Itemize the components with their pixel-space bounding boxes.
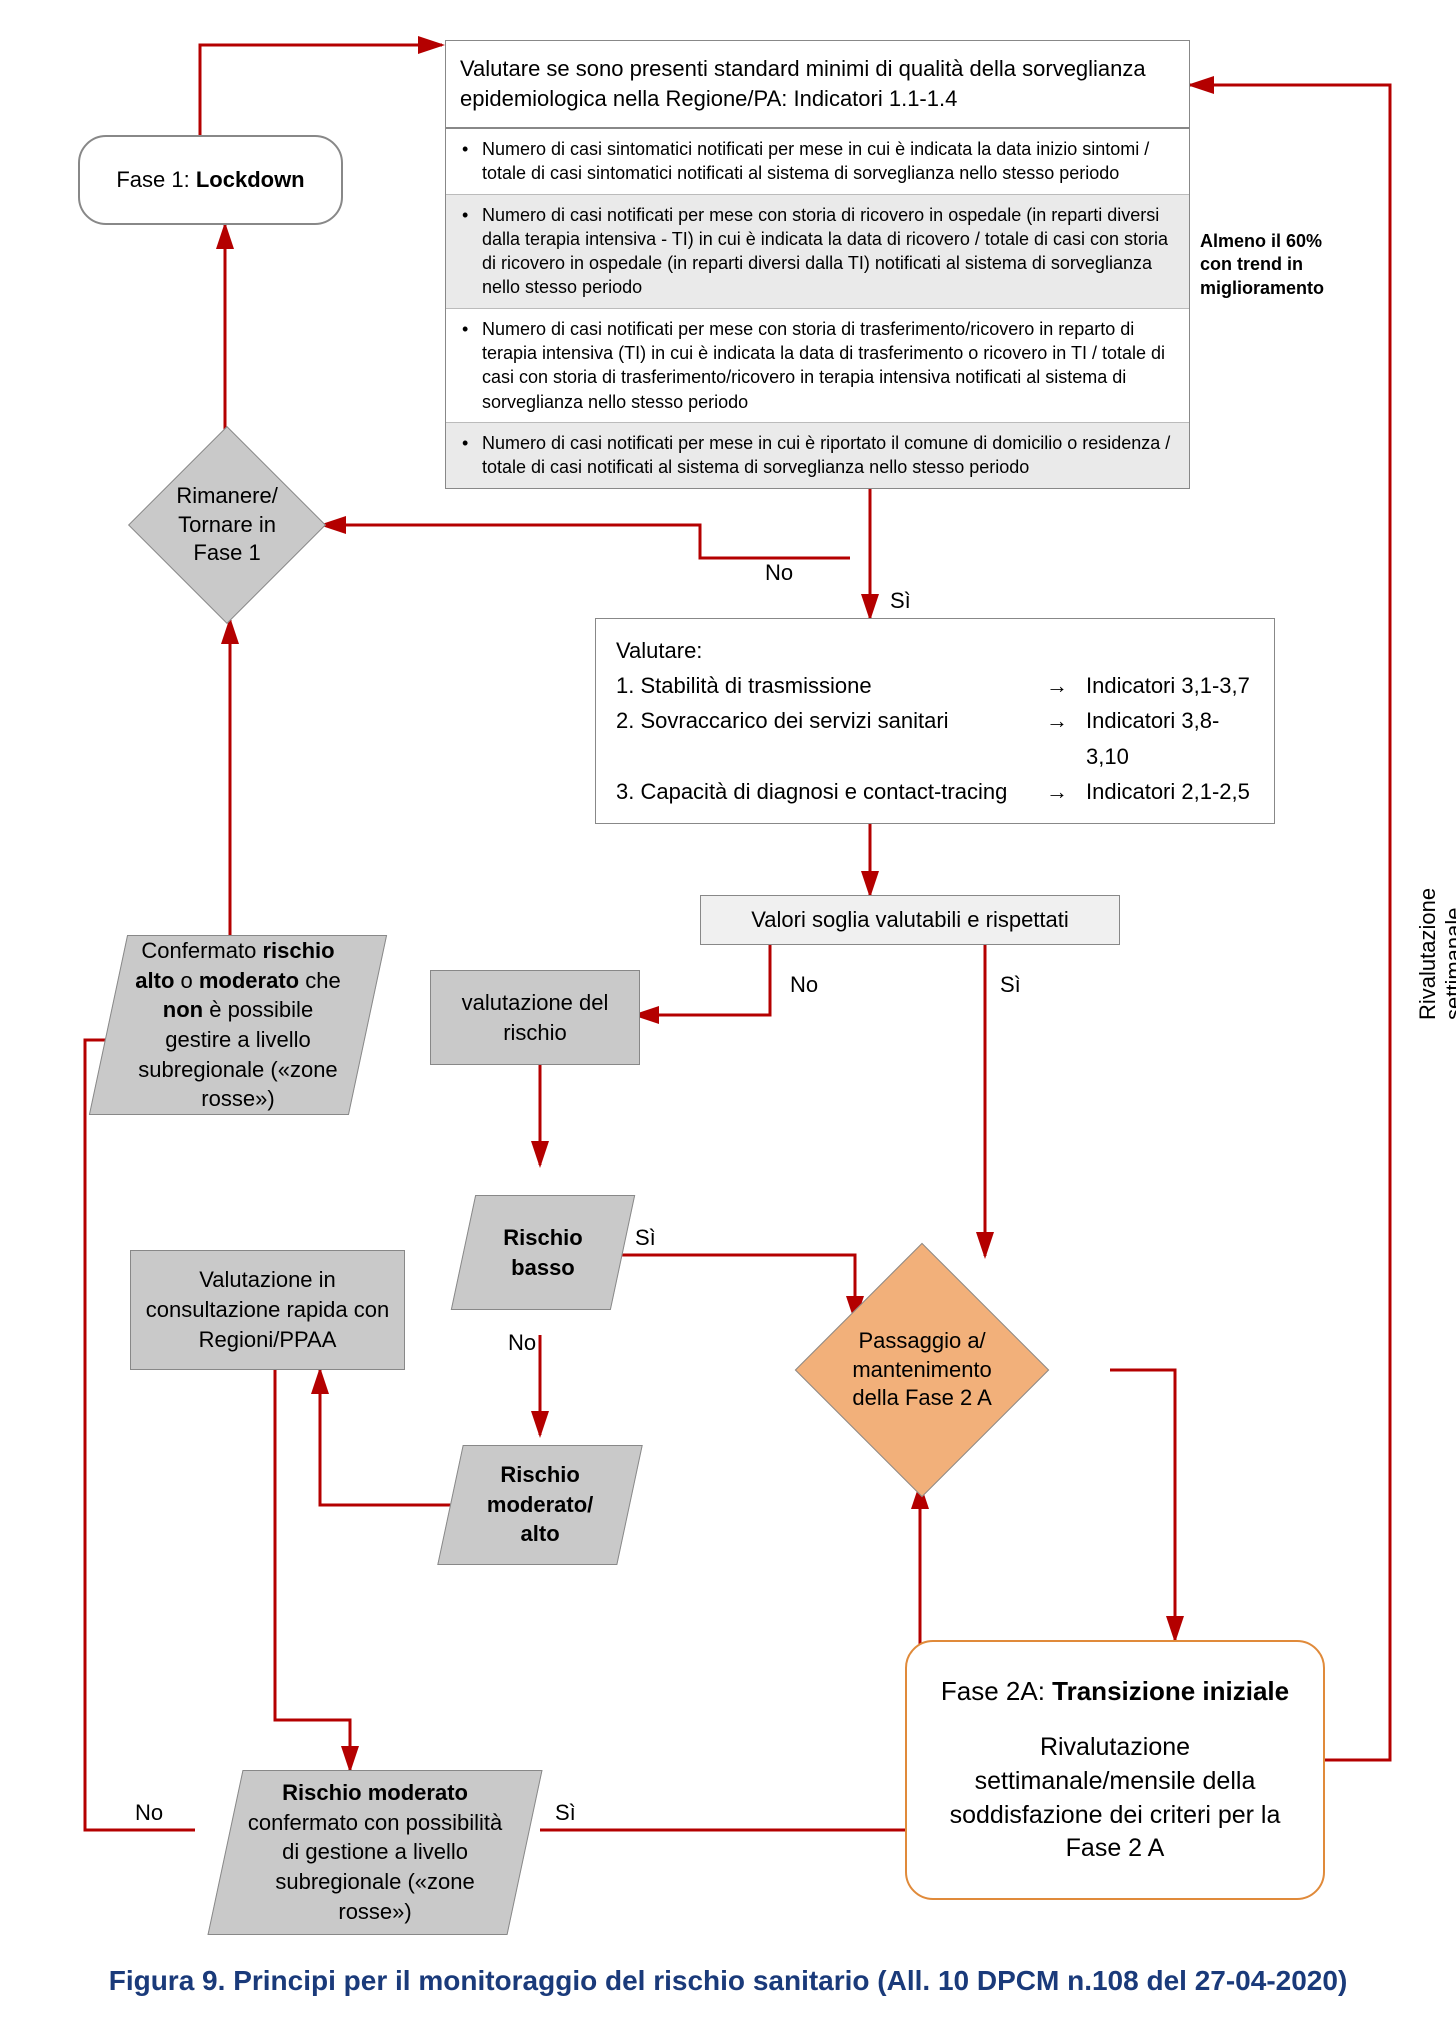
diamond-fase2a-text: Passaggio a/ mantenimento della Fase 2 A xyxy=(833,1327,1011,1413)
label-si-2: Sì xyxy=(1000,972,1021,998)
bullet-text: Numero di casi sintomatici notificati pe… xyxy=(482,137,1177,186)
valutare-l: 2. Sovraccarico dei servizi sanitari xyxy=(616,703,1046,773)
cra-t: Confermato xyxy=(141,938,262,963)
figure-caption: Figura 9. Principi per il monitoraggio d… xyxy=(0,1965,1456,1997)
side-note: Almeno il 60% con trend in miglioramento xyxy=(1200,230,1350,300)
valutare-r: Indicatori 2,1-2,5 xyxy=(1086,774,1250,809)
valutare-r: Indicatori 3,8-3,10 xyxy=(1086,703,1254,773)
valutare-r: Indicatori 3,1-3,7 xyxy=(1086,668,1250,703)
label-no-4: No xyxy=(135,1800,163,1826)
bullet-table: Numero di casi sintomatici notificati pe… xyxy=(445,128,1190,489)
bullet-row: Numero di casi notificati per mese con s… xyxy=(446,194,1189,308)
label-si-4: Sì xyxy=(555,1800,576,1826)
diamond-fase1-text: Rimanere/ Tornare in Fase 1 xyxy=(158,482,296,568)
consultazione-rapida: Valutazione in consultazione rapida con … xyxy=(130,1250,405,1370)
fase1-box: Fase 1: Lockdown xyxy=(78,135,343,225)
rischio-basso-text: Rischio basso xyxy=(503,1225,582,1280)
label-si-1: Sì xyxy=(890,588,911,614)
bullet-row: Numero di casi sintomatici notificati pe… xyxy=(446,129,1189,194)
valutare-box: Valutare: 1. Stabilità di trasmissione →… xyxy=(595,618,1275,824)
confermato-rischio-alto: Confermato rischio alto o moderato che n… xyxy=(89,935,387,1115)
rischio-moderato-conf: Rischio moderato confermato con possibil… xyxy=(207,1770,542,1935)
label-no-2: No xyxy=(790,972,818,998)
fase2a-desc: Rivalutazione settimanale/mensile della … xyxy=(933,1731,1297,1866)
bullet-text: Numero di casi notificati per mese con s… xyxy=(482,203,1177,300)
valutare-title: Valutare: xyxy=(616,633,1254,668)
eval-header: Valutare se sono presenti standard minim… xyxy=(445,40,1190,128)
label-no-3: No xyxy=(508,1330,536,1356)
valutare-row: 2. Sovraccarico dei servizi sanitari → I… xyxy=(616,703,1254,773)
cra-t: che xyxy=(299,968,341,993)
bullet-row: Numero di casi notificati per mese in cu… xyxy=(446,422,1189,488)
arrow-icon: → xyxy=(1046,668,1086,703)
bullet-row: Numero di casi notificati per mese con s… xyxy=(446,308,1189,422)
fase1-bold: Lockdown xyxy=(196,167,305,192)
arrow-icon: → xyxy=(1046,774,1086,809)
diamond-fase2a: Passaggio a/ mantenimento della Fase 2 A xyxy=(795,1243,1050,1498)
valutare-l: 1. Stabilità di trasmissione xyxy=(616,668,1046,703)
diamond-fase1: Rimanere/ Tornare in Fase 1 xyxy=(128,426,326,624)
bullet-text: Numero di casi notificati per mese in cu… xyxy=(482,431,1177,480)
rischio-moderato-alto-text: Rischio moderato/ alto xyxy=(487,1462,593,1546)
cra-b: moderato xyxy=(199,968,299,993)
consultazione-rapida-text: Valutazione in consultazione rapida con … xyxy=(145,1265,390,1354)
bullet-text: Numero di casi notificati per mese con s… xyxy=(482,317,1177,414)
valutazione-rischio-text: valutazione del rischio xyxy=(445,988,625,1047)
rischio-basso: Rischio basso xyxy=(451,1195,635,1310)
valutare-row: 3. Capacità di diagnosi e contact-tracin… xyxy=(616,774,1254,809)
valori-soglia: Valori soglia valutabili e rispettati xyxy=(700,895,1120,945)
arrow-icon: → xyxy=(1046,703,1086,773)
fase2a-prefix: Fase 2A: xyxy=(941,1676,1052,1706)
valori-soglia-text: Valori soglia valutabili e rispettati xyxy=(751,905,1069,935)
fase2a-box: Fase 2A: Transizione iniziale Rivalutazi… xyxy=(905,1640,1325,1900)
valutare-l: 3. Capacità di diagnosi e contact-tracin… xyxy=(616,774,1046,809)
fase2a-bold: Transizione iniziale xyxy=(1052,1676,1289,1706)
valutazione-rischio: valutazione del rischio xyxy=(430,970,640,1065)
eval-header-text: Valutare se sono presenti standard minim… xyxy=(460,54,1175,113)
rischio-moderato-alto: Rischio moderato/ alto xyxy=(437,1445,643,1565)
cra-t: o xyxy=(174,968,198,993)
fase1-prefix: Fase 1: xyxy=(116,167,195,192)
rmc-t: confermato con possibilità di gestione a… xyxy=(248,1810,502,1924)
cra-b: non xyxy=(163,997,203,1022)
valutare-row: 1. Stabilità di trasmissione → Indicator… xyxy=(616,668,1254,703)
rmc-b: Rischio moderato xyxy=(282,1780,468,1805)
label-si-3: Sì xyxy=(635,1225,656,1251)
label-no-1: No xyxy=(765,560,793,586)
vertical-label: Rivalutazione settimanale xyxy=(1415,888,1456,1020)
